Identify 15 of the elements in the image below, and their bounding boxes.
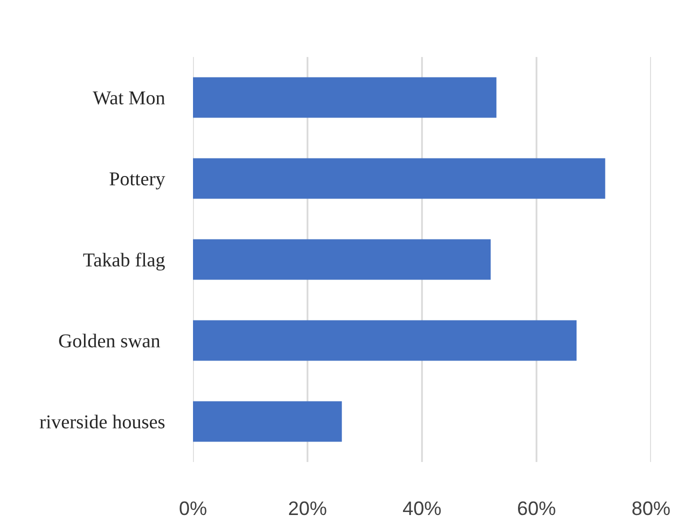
- y-tick-label: Pottery: [110, 172, 166, 190]
- bar: [193, 239, 491, 280]
- bar: [193, 401, 342, 442]
- y-tick-label: Golden swan: [59, 334, 160, 348]
- bar: [193, 320, 577, 361]
- x-tick-label: 60%: [518, 501, 556, 516]
- bar: [193, 158, 606, 199]
- bar: [193, 77, 496, 118]
- x-tick-label: 80%: [632, 501, 670, 516]
- x-tick-label: 20%: [289, 501, 326, 516]
- y-tick-label: riverside houses: [40, 414, 165, 428]
- y-tick-label: Wat Mon: [92, 92, 165, 105]
- x-tick-label: 0%: [180, 501, 206, 516]
- x-tick-label: 40%: [402, 501, 441, 516]
- y-tick-label: Takab flag: [83, 252, 165, 271]
